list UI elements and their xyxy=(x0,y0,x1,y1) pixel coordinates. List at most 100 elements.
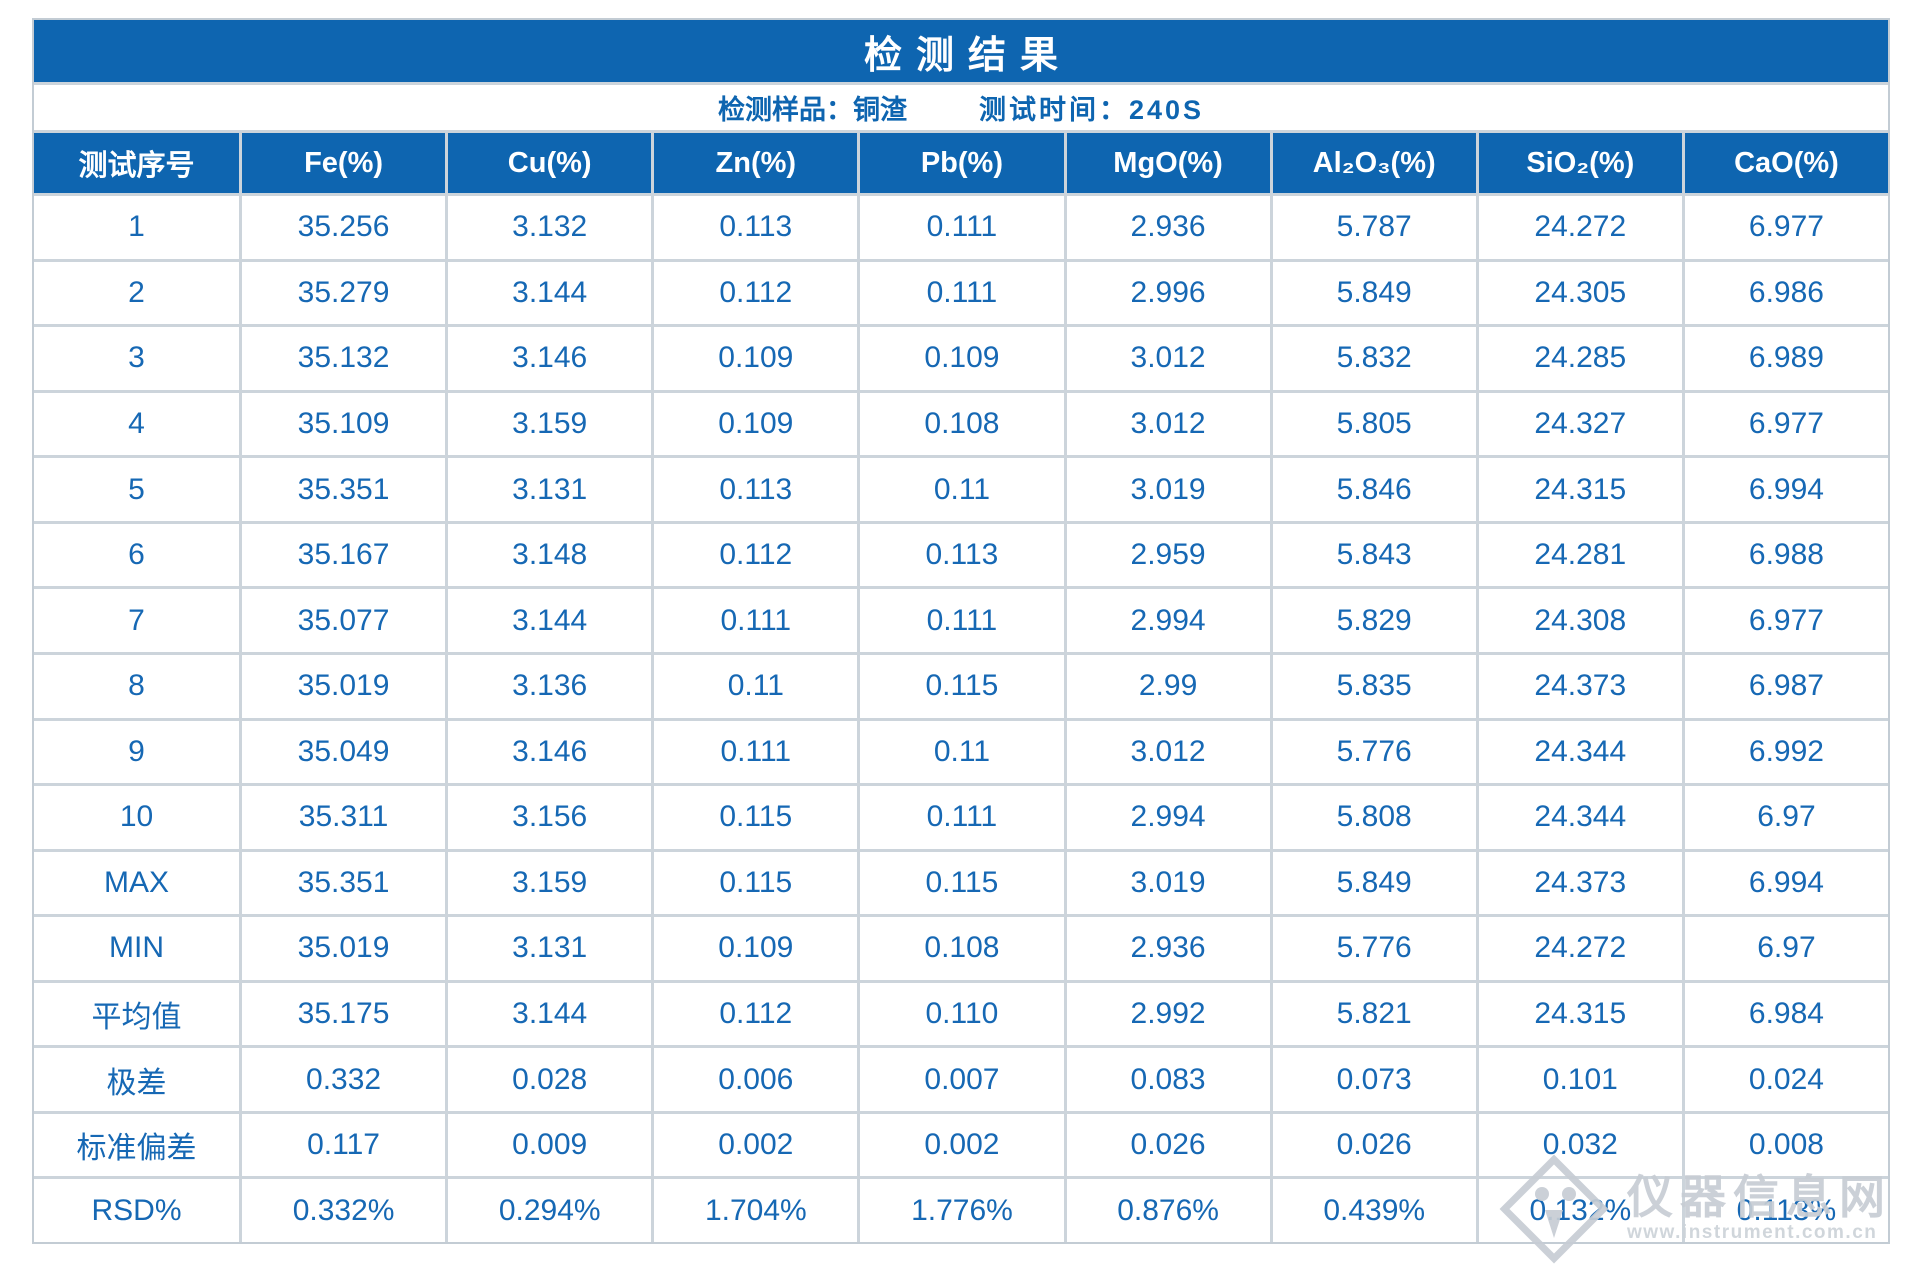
header-cell: SiO₂(%) xyxy=(1478,133,1682,193)
data-cell: 24.344 xyxy=(1478,786,1682,849)
data-cell: 0.032 xyxy=(1478,1113,1682,1177)
data-cell: 35.256 xyxy=(242,196,446,259)
header-cell: Cu(%) xyxy=(448,133,652,193)
data-cell: 6.986 xyxy=(1684,261,1888,325)
data-cell: 6.994 xyxy=(1684,458,1888,521)
data-cell: 3.146 xyxy=(448,327,652,390)
data-cell: 3.131 xyxy=(448,917,652,980)
data-cell: 35.019 xyxy=(242,917,446,980)
data-cell: 0.115 xyxy=(860,654,1064,718)
data-cell: 0.332% xyxy=(242,1179,446,1242)
data-cell: 6.977 xyxy=(1684,196,1888,259)
data-cell: 35.279 xyxy=(242,261,446,325)
data-cell: 3.012 xyxy=(1066,720,1270,784)
results-table: 检测结果 检测样品：铜渣 测试时间：240S 测试序号 Fe(%) Cu(%) Zn(… xyxy=(32,18,1890,1244)
table-row: 2 35.279 3.144 0.112 0.111 2.996 5.849 24.305 6.… xyxy=(34,261,1888,325)
table-header-row: 测试序号 Fe(%) Cu(%) Zn(%) Pb(%) MgO(%) Al₂O₃(%) Si… xyxy=(34,133,1888,193)
data-cell: 3.144 xyxy=(448,982,652,1046)
data-cell: 0.11 xyxy=(860,458,1064,521)
data-cell: 0.112 xyxy=(654,523,858,587)
data-cell: 0.115 xyxy=(654,851,858,915)
data-cell: 3.156 xyxy=(448,786,652,849)
data-cell: 0.111 xyxy=(860,589,1064,652)
row-label-cell: 平均值 xyxy=(34,982,239,1046)
table-row: 8 35.019 3.136 0.11 0.115 2.99 5.835 24.373 6.98… xyxy=(34,654,1888,718)
data-cell: 0.109 xyxy=(654,327,858,390)
data-cell: 0.113 xyxy=(860,523,1064,587)
data-cell: 6.977 xyxy=(1684,589,1888,652)
data-cell: 3.144 xyxy=(448,261,652,325)
data-cell: 0.101 xyxy=(1478,1048,1682,1111)
data-cell: 24.305 xyxy=(1478,261,1682,325)
row-label-cell: 4 xyxy=(34,392,239,456)
data-cell: 0.113 xyxy=(654,196,858,259)
data-cell: 2.992 xyxy=(1066,982,1270,1046)
data-cell: 35.351 xyxy=(242,458,446,521)
data-cell: 0.115 xyxy=(860,851,1064,915)
data-cell: 35.311 xyxy=(242,786,446,849)
data-cell: 2.959 xyxy=(1066,523,1270,587)
row-label-cell: 2 xyxy=(34,261,239,325)
data-cell: 0.083 xyxy=(1066,1048,1270,1111)
row-label-cell: 标准偏差 xyxy=(34,1113,239,1177)
data-cell: 0.111 xyxy=(860,196,1064,259)
data-cell: 0.115 xyxy=(654,786,858,849)
table-row: RSD% 0.332% 0.294% 1.704% 1.776% 0.876% 0.439%… xyxy=(34,1179,1888,1242)
row-label-cell: MIN xyxy=(34,917,239,980)
data-cell: 3.131 xyxy=(448,458,652,521)
data-cell: 24.315 xyxy=(1478,458,1682,521)
data-cell: 0.332 xyxy=(242,1048,446,1111)
data-cell: 6.987 xyxy=(1684,654,1888,718)
data-cell: 0.111 xyxy=(654,589,858,652)
data-cell: 6.977 xyxy=(1684,392,1888,456)
data-cell: 3.159 xyxy=(448,392,652,456)
data-cell: 0.132% xyxy=(1478,1179,1682,1242)
data-cell: 0.007 xyxy=(860,1048,1064,1111)
data-cell: 1.776% xyxy=(860,1179,1064,1242)
table-row: 极差 0.332 0.028 0.006 0.007 0.083 0.073 0.101 0.0… xyxy=(34,1048,1888,1111)
data-cell: 5.829 xyxy=(1272,589,1476,652)
data-cell: 2.996 xyxy=(1066,261,1270,325)
data-cell: 3.019 xyxy=(1066,458,1270,521)
data-cell: 5.805 xyxy=(1272,392,1476,456)
data-cell: 24.373 xyxy=(1478,851,1682,915)
data-cell: 0.112 xyxy=(654,261,858,325)
data-cell: 5.849 xyxy=(1272,851,1476,915)
data-cell: 35.175 xyxy=(242,982,446,1046)
data-cell: 0.113 xyxy=(654,458,858,521)
data-cell: 35.132 xyxy=(242,327,446,390)
data-cell: 0.009 xyxy=(448,1113,652,1177)
data-cell: 2.99 xyxy=(1066,654,1270,718)
row-label-cell: MAX xyxy=(34,851,239,915)
row-label-cell: 5 xyxy=(34,458,239,521)
header-cell: Zn(%) xyxy=(654,133,858,193)
data-cell: 0.294% xyxy=(448,1179,652,1242)
row-label-cell: 6 xyxy=(34,523,239,587)
data-cell: 2.936 xyxy=(1066,917,1270,980)
page-title: 检测结果 xyxy=(34,20,1888,82)
table-row: MIN 35.019 3.131 0.109 0.108 2.936 5.776 24.272… xyxy=(34,917,1888,980)
data-cell: 35.077 xyxy=(242,589,446,652)
data-cell: 24.315 xyxy=(1478,982,1682,1046)
data-cell: 3.019 xyxy=(1066,851,1270,915)
table-row: 7 35.077 3.144 0.111 0.111 2.994 5.829 24.308 6.… xyxy=(34,589,1888,652)
header-cell: Al₂O₃(%) xyxy=(1272,133,1476,193)
data-cell: 5.832 xyxy=(1272,327,1476,390)
data-cell: 5.846 xyxy=(1272,458,1476,521)
table-row: 5 35.351 3.131 0.113 0.11 3.019 5.846 24.315 6.9… xyxy=(34,458,1888,521)
data-cell: 0.11 xyxy=(654,654,858,718)
data-cell: 35.351 xyxy=(242,851,446,915)
data-cell: 5.787 xyxy=(1272,196,1476,259)
data-cell: 0.024 xyxy=(1684,1048,1888,1111)
data-cell: 0.111 xyxy=(860,786,1064,849)
data-cell: 0.108 xyxy=(860,917,1064,980)
header-cell: 测试序号 xyxy=(34,133,239,193)
data-cell: 6.989 xyxy=(1684,327,1888,390)
data-cell: 0.109 xyxy=(860,327,1064,390)
data-cell: 24.285 xyxy=(1478,327,1682,390)
data-cell: 5.776 xyxy=(1272,917,1476,980)
data-cell: 0.11 xyxy=(860,720,1064,784)
data-cell: 0.876% xyxy=(1066,1179,1270,1242)
data-cell: 3.012 xyxy=(1066,392,1270,456)
row-label-cell: 8 xyxy=(34,654,239,718)
